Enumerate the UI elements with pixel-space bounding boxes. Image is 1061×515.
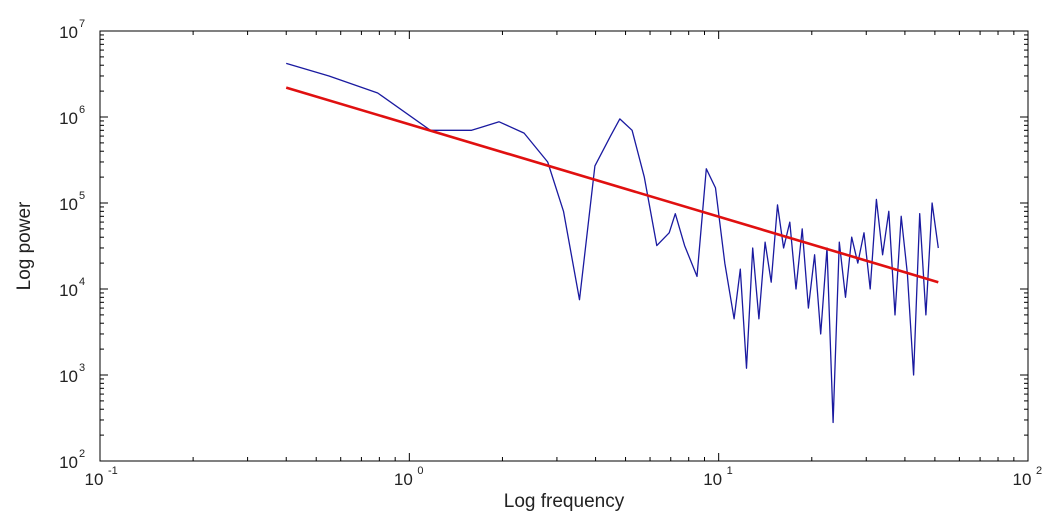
x-tick-base: 10 [703, 470, 722, 489]
x-tick-exponent: 2 [1036, 465, 1042, 477]
axis-ticks [99, 30, 1029, 462]
y-tick-base: 10 [59, 109, 78, 128]
y-tick-exponent: 2 [79, 448, 85, 460]
x-tick-base: 10 [394, 470, 413, 489]
x-tick-exponent: 1 [727, 465, 733, 477]
y-tick-label: 10 6 [59, 104, 85, 128]
y-tick-label: 10 4 [59, 276, 85, 300]
y-tick-label: 10 2 [59, 448, 85, 472]
y-tick-base: 10 [59, 195, 78, 214]
y-tick-label: 10 5 [59, 190, 85, 214]
y-tick-exponent: 4 [79, 276, 85, 288]
fit-line [285, 86, 939, 284]
x-tick-base: 10 [85, 470, 104, 489]
x-tick-base: 10 [1013, 470, 1032, 489]
x-tick-exponent: -1 [108, 465, 118, 477]
x-axis-title: Log frequency [504, 491, 625, 512]
y-tick-base: 10 [59, 281, 78, 300]
x-tick-label: 10 0 [394, 465, 424, 489]
x-tick-label: 10 2 [1013, 465, 1043, 489]
y-tick-exponent: 3 [79, 362, 85, 374]
plot-area [99, 30, 1029, 462]
y-tick-label: 10 3 [59, 362, 85, 386]
y-tick-exponent: 7 [79, 18, 85, 30]
y-tick-exponent: 5 [79, 190, 85, 202]
fit-series [285, 86, 939, 284]
y-axis-title: Log power [14, 201, 35, 290]
x-tick-labels: 10 -1 10 0 10 1 10 2 [85, 465, 1043, 489]
y-tick-exponent: 6 [79, 104, 85, 116]
spectrum-series [286, 62, 939, 424]
x-tick-label: 10 1 [703, 465, 733, 489]
x-tick-label: 10 -1 [85, 465, 118, 489]
y-tick-base: 10 [59, 453, 78, 472]
spectrum-line [286, 62, 939, 424]
x-tick-exponent: 0 [417, 465, 423, 477]
y-tick-label: 10 7 [59, 18, 85, 42]
y-tick-base: 10 [59, 367, 78, 386]
y-tick-base: 10 [59, 23, 78, 42]
